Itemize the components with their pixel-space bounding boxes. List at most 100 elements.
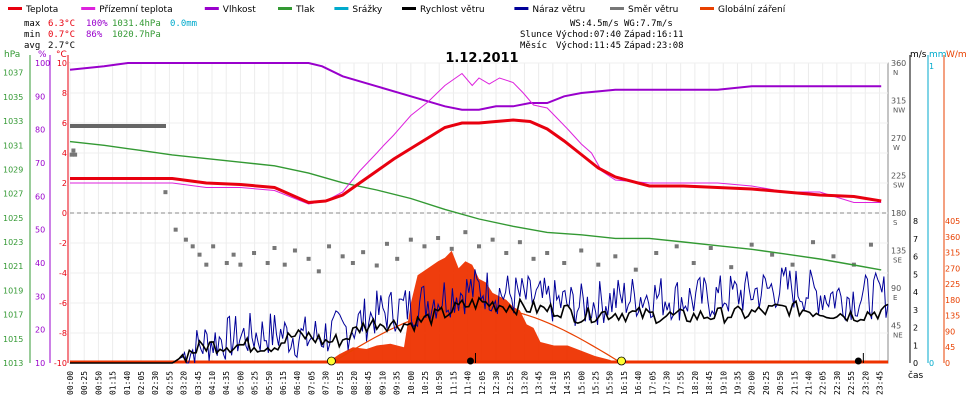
legend-swatch-1	[81, 7, 96, 10]
legend-label-6: Náraz větru	[532, 5, 585, 15]
radiation-tick-6: 135	[945, 312, 960, 321]
time-tick-23: 09:35	[393, 371, 402, 395]
wind-direction-point-26	[395, 256, 400, 261]
chart-axes: 00:00 00:25 00:50 01:15 01:40 02:05 02:30 02:55…	[3, 55, 960, 395]
time-tick-26: 10:50	[435, 371, 444, 395]
wind-direction-point-7	[197, 252, 202, 257]
radiation-unit: W/m²	[946, 50, 966, 60]
time-tick-12: 05:00	[236, 371, 245, 395]
time-tick-11: 04:35	[222, 371, 231, 395]
speed-tick-7: 1	[913, 341, 918, 350]
pressure-unit: hPa	[4, 50, 20, 60]
temperature-line	[70, 118, 882, 205]
wind-direction-point-31	[463, 230, 468, 235]
legend-label-7: Směr větru	[628, 5, 678, 15]
time-tick-40: 16:40	[634, 371, 643, 395]
speed-tick-3: 5	[913, 270, 918, 279]
humidity-tick-8: 20	[35, 326, 45, 335]
legend-label-3: Tlak	[295, 5, 316, 15]
humidity-tick-6: 40	[35, 259, 45, 268]
chart-legend: Teplota Přízemní teplota Vlhkost Tlak Srážky…	[8, 5, 786, 15]
sun-label: Slunce	[520, 30, 553, 40]
time-tick-15: 06:15	[279, 371, 288, 395]
wind-direction-point-23	[361, 250, 366, 255]
temperature-tick-3: 4	[62, 149, 67, 158]
pressure-tick-5: 1027	[3, 190, 23, 199]
pressure-tick-10: 1017	[3, 311, 23, 320]
humidity-tick-9: 10	[35, 359, 45, 368]
stats-max-pressure: 1031.4hPa	[112, 19, 161, 29]
legend-swatch-2	[204, 7, 219, 10]
time-tick-45: 18:45	[705, 371, 714, 395]
temperature-tick-5: 0	[62, 209, 67, 218]
wind-direction-point-51	[811, 240, 816, 245]
time-tick-20: 08:20	[350, 371, 359, 395]
plot-area	[69, 62, 889, 366]
wind-direction-point-34	[504, 251, 509, 255]
temperature-tick-2: 6	[62, 119, 67, 128]
legend-swatch-3	[278, 7, 292, 10]
time-tick-53: 22:05	[819, 371, 828, 395]
wind-direction-point-28	[422, 244, 427, 249]
time-tick-3: 01:15	[109, 371, 118, 395]
direction-tick-0: 360	[891, 59, 906, 68]
direction-tick-1: 315	[891, 97, 906, 106]
astro-info: WS:4.5m/s WG:7.7m/s Slunce Východ:07:40 …	[520, 19, 684, 51]
pressure-tick-8: 1021	[3, 262, 23, 271]
radiation-tick-9: 0	[945, 359, 950, 368]
humidity-tick-4: 60	[35, 192, 45, 201]
wind-direction-point-25	[384, 241, 389, 246]
time-tick-13: 05:25	[251, 371, 260, 395]
stats-avg-label: avg	[24, 41, 40, 51]
time-tick-32: 13:20	[520, 371, 529, 395]
wind-direction-point-45	[691, 261, 696, 265]
time-tick-33: 13:45	[535, 371, 544, 395]
direction-label-7: NE	[893, 332, 903, 340]
wind-direction-early-bar	[70, 124, 166, 128]
time-tick-5: 02:05	[137, 371, 146, 395]
radiation-tick-1: 360	[945, 233, 960, 242]
time-tick-39: 16:15	[620, 371, 629, 395]
pressure-tick-3: 1031	[3, 141, 23, 150]
stats-max-label: max	[24, 19, 41, 29]
time-tick-28: 11:40	[464, 371, 473, 395]
moon-label: Měsíc	[520, 41, 547, 51]
time-tick-6: 02:30	[151, 371, 160, 395]
humidity-tick-3: 70	[35, 159, 45, 168]
wind-direction-point-8	[204, 262, 209, 267]
time-tick-16: 06:40	[293, 371, 302, 395]
wind-direction-point-33	[490, 237, 495, 242]
time-tick-49: 20:25	[762, 371, 771, 395]
wind-direction-point-52	[831, 254, 836, 259]
wind-gust-info: WG:7.7m/s	[624, 19, 673, 29]
stats-max-humidity: 100%	[86, 19, 108, 29]
wind-direction-point-43	[654, 251, 659, 255]
chart-title: 1.12.2011	[445, 51, 518, 66]
stats-max-rain: 0.0mm	[170, 19, 197, 29]
time-tick-34: 14:10	[549, 371, 558, 395]
pressure-tick-1: 1035	[3, 93, 23, 102]
time-tick-51: 21:15	[790, 371, 799, 395]
wind-direction-point-30	[449, 246, 454, 251]
moonset-time: Západ:23:08	[624, 41, 684, 51]
wind-speed-line	[70, 296, 889, 364]
time-tick-57: 23:45	[875, 371, 884, 395]
stats-max-temp: 6.3°C	[48, 19, 75, 29]
time-tick-10: 04:10	[208, 371, 217, 395]
wind-direction-point-46	[708, 246, 713, 250]
time-tick-52: 21:40	[804, 371, 813, 395]
sunset-marker	[617, 356, 626, 366]
time-tick-21: 08:45	[364, 371, 373, 395]
stats-min-humidity: 86%	[86, 30, 103, 40]
direction-tick-2: 270	[891, 134, 906, 143]
wind-direction-point-40	[596, 262, 601, 267]
temperature-tick-1: 8	[62, 89, 67, 98]
radiation-tick-0: 405	[945, 217, 960, 226]
time-tick-35: 14:35	[563, 371, 572, 395]
radiation-tick-3: 270	[945, 264, 960, 273]
wind-direction-point-22	[350, 261, 355, 265]
temperature-unit: °C	[56, 50, 67, 60]
wind-direction-point-15	[272, 246, 277, 250]
pressure-tick-2: 1033	[3, 117, 23, 126]
